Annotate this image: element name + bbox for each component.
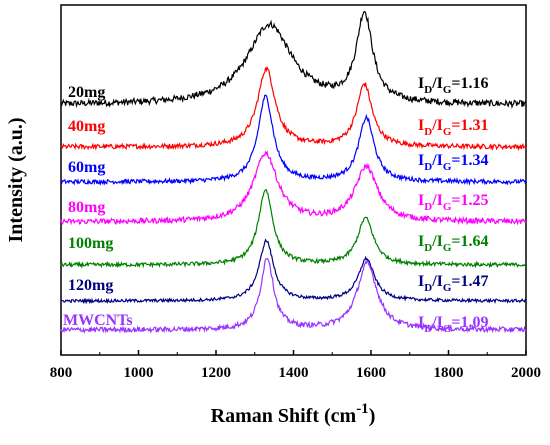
series-line-MWCNTs — [60, 258, 527, 334]
ratio-label-80mg: ID/IG=1.25 — [418, 192, 489, 213]
ratio-value: =1.25 — [451, 192, 488, 209]
series-line-20mg — [60, 10, 527, 109]
ratio-sub-g: G — [443, 84, 452, 96]
x-tick-label: 1200 — [201, 365, 231, 381]
ratio-slash-i: /I — [431, 273, 443, 290]
x-axis-label-text: Raman Shift (cm — [211, 405, 357, 427]
x-axis-label-sup: -1 — [356, 401, 369, 417]
x-tick-label: 800 — [50, 365, 73, 381]
x-axis-ticks: 800 1000 1200 1400 1600 1800 2000 — [50, 350, 541, 381]
ratio-sub-g: G — [443, 126, 452, 138]
series-label-60mg: 60mg — [68, 159, 105, 176]
ratio-i: I — [418, 273, 424, 290]
y-axis-label: Intensity (a.u.) — [5, 117, 27, 242]
ratio-value: =1.09 — [451, 314, 488, 331]
series-line-60mg — [60, 94, 527, 186]
x-tick-label: 1800 — [434, 365, 464, 381]
ratio-value: =1.47 — [451, 273, 488, 290]
ratio-sub-g: G — [443, 282, 452, 294]
ratio-value: =1.34 — [451, 152, 488, 169]
ratio-sub-g: G — [443, 161, 452, 173]
ratio-sub-d: D — [424, 323, 432, 335]
series-label-20mg: 20mg — [68, 84, 105, 101]
ratio-sub-d: D — [424, 161, 432, 173]
x-axis-label-close: ) — [369, 405, 376, 427]
ratio-i: I — [418, 314, 424, 331]
ratio-sub-d: D — [424, 282, 432, 294]
series-label-100mg: 100mg — [68, 235, 113, 252]
ratio-slash-i: /I — [431, 117, 443, 134]
ratio-label-MWCNTs: ID/IG=1.09 — [418, 314, 489, 335]
series-label-40mg: 40mg — [68, 118, 105, 135]
ratio-sub-d: D — [424, 84, 432, 96]
series-label-80mg: 80mg — [68, 199, 105, 216]
ratio-value: =1.64 — [451, 233, 488, 250]
ratio-label-120mg: ID/IG=1.47 — [418, 273, 489, 294]
x-axis-label: Raman Shift (cm-1) — [211, 401, 376, 427]
ratio-value: =1.31 — [451, 117, 488, 134]
series-line-80mg — [60, 150, 527, 226]
ratio-sub-g: G — [443, 201, 452, 213]
series-line-40mg — [60, 65, 527, 152]
series-line-100mg — [60, 189, 527, 269]
x-tick-label: 1000 — [124, 365, 154, 381]
x-tick-label: 1400 — [279, 365, 309, 381]
ratio-label-60mg: ID/IG=1.34 — [418, 152, 489, 173]
series-label-120mg: 120mg — [68, 277, 113, 294]
ratio-slash-i: /I — [431, 314, 443, 331]
ratio-slash-i: /I — [431, 152, 443, 169]
ratio-sub-d: D — [424, 201, 432, 213]
ratio-slash-i: /I — [431, 75, 443, 92]
ratio-i: I — [418, 75, 424, 92]
ratio-slash-i: /I — [431, 233, 443, 250]
series-line-120mg — [60, 238, 527, 305]
x-tick-label: 2000 — [511, 365, 541, 381]
ratio-sub-g: G — [443, 323, 452, 335]
ratio-value: =1.16 — [451, 75, 488, 92]
ratio-sub-d: D — [424, 126, 432, 138]
ratio-sub-d: D — [424, 242, 432, 254]
ratio-i: I — [418, 192, 424, 209]
x-tick-label: 1600 — [356, 365, 386, 381]
ratio-sub-g: G — [443, 242, 452, 254]
ratio-i: I — [418, 233, 424, 250]
ratio-i: I — [418, 152, 424, 169]
ratio-slash-i: /I — [431, 192, 443, 209]
ratio-label-40mg: ID/IG=1.31 — [418, 117, 489, 138]
series-label-MWCNTs: MWCNTs — [63, 312, 133, 329]
ratio-label-20mg: ID/IG=1.16 — [418, 75, 489, 96]
ratio-i: I — [418, 117, 424, 134]
ratio-label-100mg: ID/IG=1.64 — [418, 233, 489, 254]
